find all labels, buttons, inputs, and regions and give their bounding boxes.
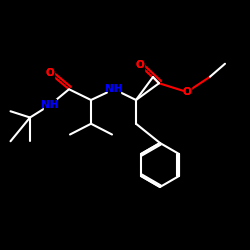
- Text: O: O: [182, 87, 192, 97]
- Text: NH: NH: [105, 84, 123, 94]
- Text: O: O: [136, 60, 144, 70]
- Text: NH: NH: [41, 100, 59, 110]
- Text: NH: NH: [41, 100, 59, 110]
- Bar: [46, 67, 54, 80]
- Text: O: O: [46, 68, 54, 78]
- Text: NH: NH: [105, 84, 123, 94]
- Bar: [108, 83, 120, 96]
- Bar: [184, 86, 190, 98]
- Text: O: O: [136, 60, 144, 70]
- Text: O: O: [182, 87, 192, 97]
- Bar: [44, 99, 56, 111]
- Bar: [136, 59, 143, 72]
- Text: O: O: [46, 68, 54, 78]
